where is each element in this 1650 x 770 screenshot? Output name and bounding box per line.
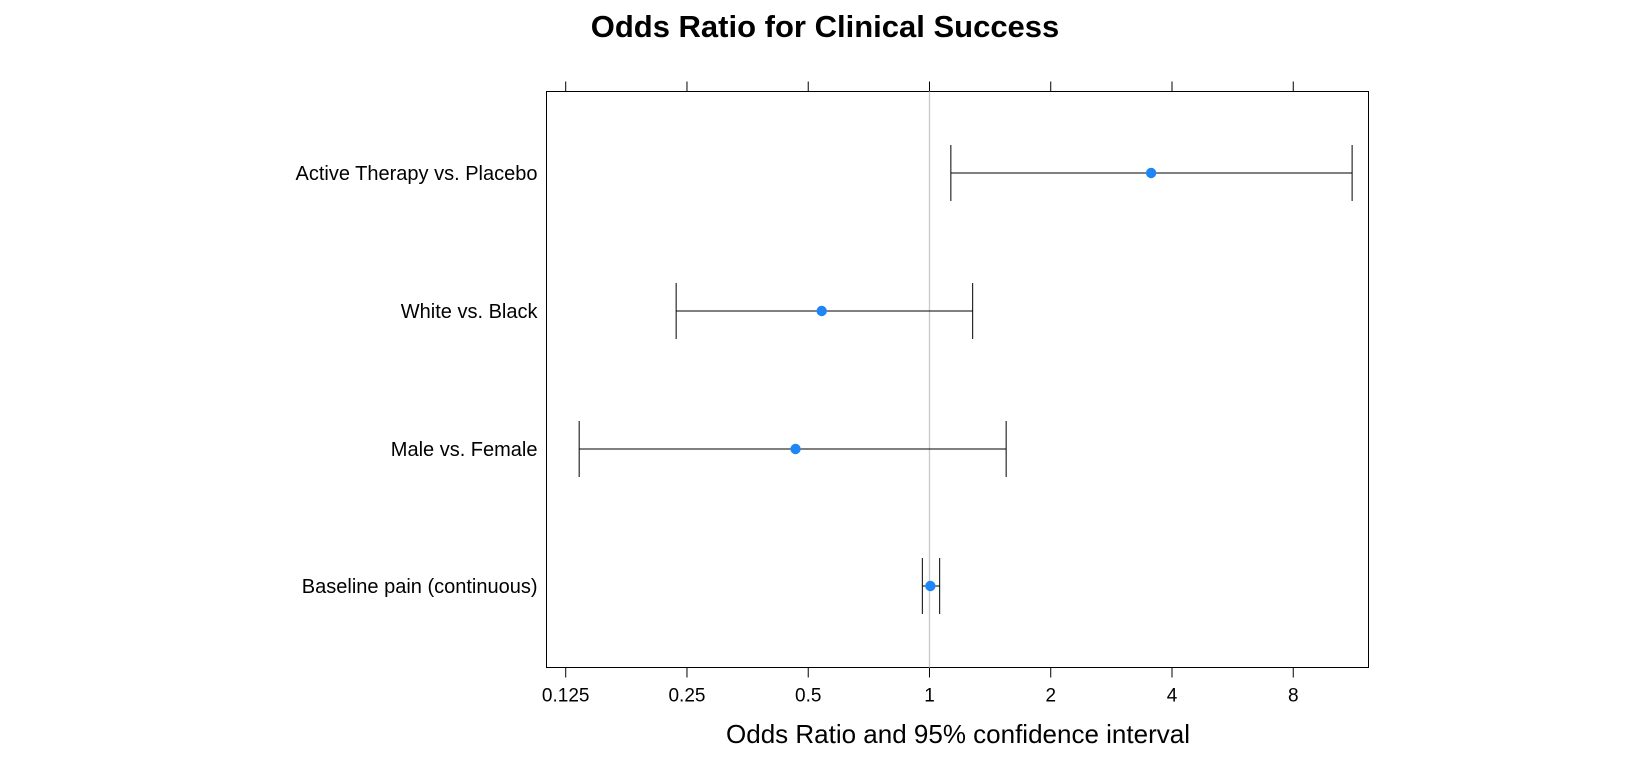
tick-label: 0.25 bbox=[668, 686, 705, 707]
tick-label: 4 bbox=[1167, 686, 1178, 707]
plot-frame bbox=[546, 91, 1369, 668]
ci-row: White vs. Black bbox=[401, 283, 974, 339]
ci-row: Active Therapy vs. Placebo bbox=[296, 145, 1353, 201]
tick-label: 1 bbox=[924, 686, 935, 707]
category-label: White vs. Black bbox=[401, 301, 539, 323]
x-axis-title: Odds Ratio and 95% confidence interval bbox=[726, 719, 1190, 749]
chart-title: Odds Ratio for Clinical Success bbox=[591, 9, 1060, 44]
tick-label: 8 bbox=[1288, 686, 1299, 707]
tick-label: 0.125 bbox=[542, 686, 590, 707]
category-label: Male vs. Female bbox=[391, 439, 538, 461]
estimate-point bbox=[790, 443, 801, 455]
estimate-point bbox=[925, 580, 936, 592]
bottom-axis-ticks bbox=[565, 667, 1294, 678]
category-label: Active Therapy vs. Placebo bbox=[296, 163, 538, 185]
category-label: Baseline pain (continuous) bbox=[302, 576, 538, 598]
estimate-point bbox=[1145, 167, 1157, 179]
ci-rows: Active Therapy vs. Placebo White vs. Blac… bbox=[296, 145, 1353, 614]
x-tick-labels: 0.125 0.25 0.5 1 2 4 8 bbox=[542, 686, 1299, 707]
ci-row: Baseline pain (continuous) bbox=[302, 558, 941, 614]
ci-row: Male vs. Female bbox=[391, 421, 1007, 477]
tick-label: 2 bbox=[1045, 686, 1056, 707]
estimate-point bbox=[816, 305, 827, 317]
tick-label: 0.5 bbox=[795, 686, 821, 707]
top-axis-ticks bbox=[565, 81, 1294, 92]
